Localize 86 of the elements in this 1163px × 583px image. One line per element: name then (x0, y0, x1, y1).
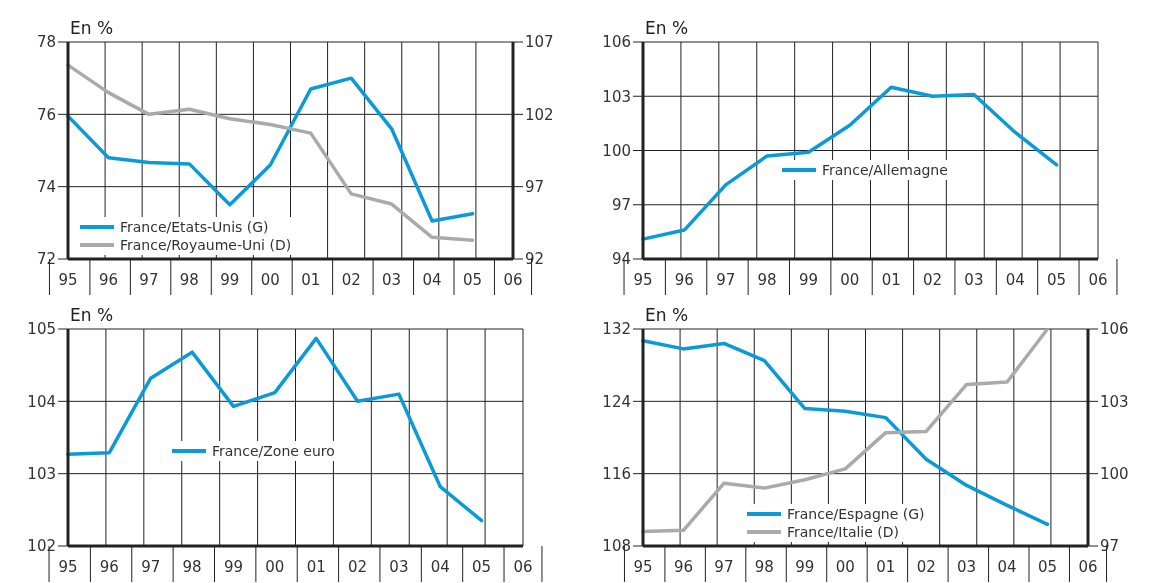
legend-label: France/Royaume-Uni (D) (120, 236, 292, 254)
line-series (66, 336, 484, 523)
y-tick-label: 76 (36, 105, 56, 124)
x-tick-label: 95 (633, 558, 653, 576)
x-tick-label: 04 (422, 271, 442, 289)
x-tick-label: 98 (179, 271, 199, 289)
line-series (66, 76, 475, 223)
x-tick-label: 01 (881, 271, 901, 289)
x-tick-label: 00 (835, 558, 855, 576)
x-tick-label: 05 (1038, 558, 1058, 576)
x-tick-label: 02 (916, 558, 936, 576)
x-tick-label: 04 (997, 558, 1017, 576)
y-axis-title: En % (645, 18, 689, 38)
y-tick-label: 100 (602, 141, 631, 160)
y-tick-label: 78 (36, 33, 56, 52)
x-tick-label: 01 (876, 558, 896, 576)
x-tick-label: 96 (673, 558, 693, 576)
x-tick-label: 04 (430, 558, 450, 576)
y-axis-title: En % (70, 305, 114, 325)
y2-tick-label: 107 (525, 33, 554, 52)
x-tick-label: 99 (798, 271, 818, 289)
y-axis-title: En % (645, 305, 689, 325)
x-tick-label: 00 (260, 271, 280, 289)
y-axis-title: En % (70, 18, 114, 38)
x-tick-label: 00 (840, 271, 860, 289)
x-tick-label: 02 (341, 271, 361, 289)
y2-tick-label: 100 (1100, 464, 1129, 483)
legend-label: France/Etats-Unis (G) (120, 218, 269, 236)
x-tick-label: 00 (265, 558, 285, 576)
y-tick-label: 72 (36, 250, 56, 269)
x-tick-label: 05 (472, 558, 492, 576)
x-tick-label: 03 (382, 271, 402, 289)
legend-label: France/Allemagne (822, 161, 948, 179)
x-tick-label: 05 (463, 271, 483, 289)
x-tick-label: 06 (503, 271, 523, 289)
y-tick-label: 105 (27, 320, 56, 339)
y-tick-label: 108 (602, 537, 631, 556)
y2-tick-label: 92 (525, 250, 545, 269)
y-tick-label: 132 (602, 320, 631, 339)
x-tick-label: 99 (220, 271, 240, 289)
x-tick-label: 96 (674, 271, 694, 289)
x-tick-label: 96 (99, 558, 119, 576)
x-tick-label: 06 (1088, 271, 1108, 289)
y2-tick-label: 97 (525, 177, 545, 196)
y-tick-label: 124 (602, 392, 631, 411)
y-tick-label: 94 (611, 250, 631, 269)
y2-tick-label: 103 (1100, 392, 1129, 411)
legend-label: France/Italie (D) (787, 523, 900, 541)
x-tick-label: 02 (923, 271, 943, 289)
x-tick-label: 97 (714, 558, 734, 576)
x-tick-label: 03 (389, 558, 409, 576)
x-tick-label: 95 (633, 271, 653, 289)
x-tick-label: 01 (306, 558, 326, 576)
x-tick-label: 98 (757, 271, 777, 289)
y-tick-label: 106 (602, 33, 631, 52)
y-tick-label: 102 (27, 537, 56, 556)
y-tick-label: 116 (602, 464, 631, 483)
legend-label: France/Espagne (G) (787, 505, 925, 523)
x-tick-label: 06 (1078, 558, 1098, 576)
x-tick-label: 98 (182, 558, 202, 576)
x-tick-label: 97 (141, 558, 161, 576)
x-tick-label: 04 (1005, 271, 1025, 289)
x-tick-label: 95 (58, 271, 78, 289)
x-tick-label: 99 (795, 558, 815, 576)
y2-tick-label: 97 (1100, 537, 1120, 556)
x-tick-label: 06 (513, 558, 533, 576)
x-tick-label: 05 (1047, 271, 1067, 289)
x-tick-label: 03 (957, 558, 977, 576)
x-tick-label: 03 (964, 271, 984, 289)
x-tick-label: 98 (754, 558, 774, 576)
y-tick-label: 104 (27, 392, 56, 411)
line-series (641, 85, 1059, 241)
x-tick-label: 95 (58, 558, 78, 576)
x-tick-label: 96 (98, 271, 118, 289)
x-tick-label: 97 (139, 271, 159, 289)
y-tick-label: 74 (36, 177, 56, 196)
x-tick-label: 99 (223, 558, 243, 576)
y-tick-label: 103 (602, 87, 631, 106)
y-tick-label: 97 (611, 196, 631, 215)
x-tick-label: 97 (716, 271, 736, 289)
y2-tick-label: 106 (1100, 320, 1129, 339)
y2-tick-label: 102 (525, 105, 554, 124)
x-tick-label: 01 (301, 271, 321, 289)
legend-label: France/Zone euro (212, 442, 335, 460)
y-tick-label: 103 (27, 464, 56, 483)
x-tick-label: 02 (348, 558, 368, 576)
